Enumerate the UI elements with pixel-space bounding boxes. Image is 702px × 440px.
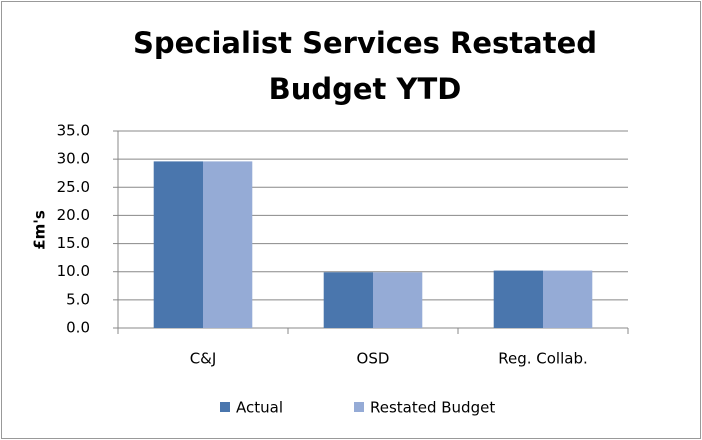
x-tick-label: C&J	[190, 350, 217, 368]
y-tick-label: 35.0	[57, 122, 90, 140]
bar	[493, 270, 543, 328]
bar	[153, 161, 203, 328]
bar	[203, 161, 253, 328]
y-tick-label: 30.0	[57, 150, 90, 168]
bar	[373, 272, 423, 328]
chart-title: Specialist Services Restated Budget YTD	[132, 26, 597, 106]
y-tick-label: 20.0	[57, 206, 90, 224]
y-tick-label: 25.0	[57, 178, 90, 196]
legend-label: Restated Budget	[370, 399, 495, 417]
y-tick-label: 5.0	[66, 290, 90, 308]
legend-label: Actual	[236, 399, 283, 417]
y-tick-label: 10.0	[57, 262, 90, 280]
x-tick-label: OSD	[357, 350, 390, 368]
legend-swatch	[220, 402, 230, 412]
y-tick-label: 0.0	[66, 319, 90, 337]
x-tick-label: Reg. Collab.	[498, 350, 588, 368]
y-axis-label: £m's	[31, 210, 49, 250]
bar	[543, 270, 593, 328]
bar	[323, 272, 373, 328]
legend-swatch	[354, 402, 364, 412]
y-tick-label: 15.0	[57, 234, 90, 252]
